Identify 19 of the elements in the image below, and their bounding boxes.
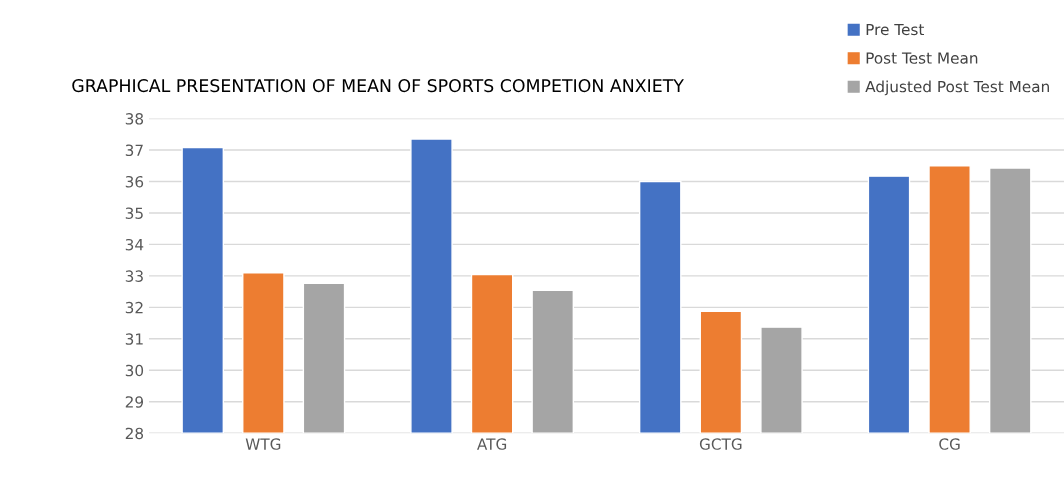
y-tick-label: 35	[125, 207, 143, 219]
y-tick-label: 36	[125, 175, 144, 188]
y-tick-label: 29	[125, 396, 144, 408]
y-tick-label: 31	[125, 333, 143, 345]
chart-title: GRAPHICAL PRESENTATION OF MEAN OF SPORTS COMPETION ANXIETY	[72, 79, 684, 93]
y-tick-label: 32	[125, 301, 143, 314]
y-tick-label: 34	[125, 238, 144, 251]
x-tick-label: ATG	[477, 438, 507, 450]
legend-label: Adjusted Post Test Mean	[865, 80, 1049, 96]
y-tick-label: 30	[125, 364, 144, 377]
y-tick-label: 28	[125, 427, 144, 440]
x-tick-label: GCTG	[699, 438, 742, 450]
x-tick-label: WTG	[245, 438, 281, 450]
x-tick-label: CG	[939, 438, 960, 450]
y-tick-label: 33	[125, 270, 143, 282]
y-tick-label: 38	[125, 113, 144, 125]
legend-label: Post Test Mean	[866, 52, 978, 64]
y-tick-label: 37	[125, 144, 143, 157]
legend-label: Pre Test	[866, 23, 925, 36]
